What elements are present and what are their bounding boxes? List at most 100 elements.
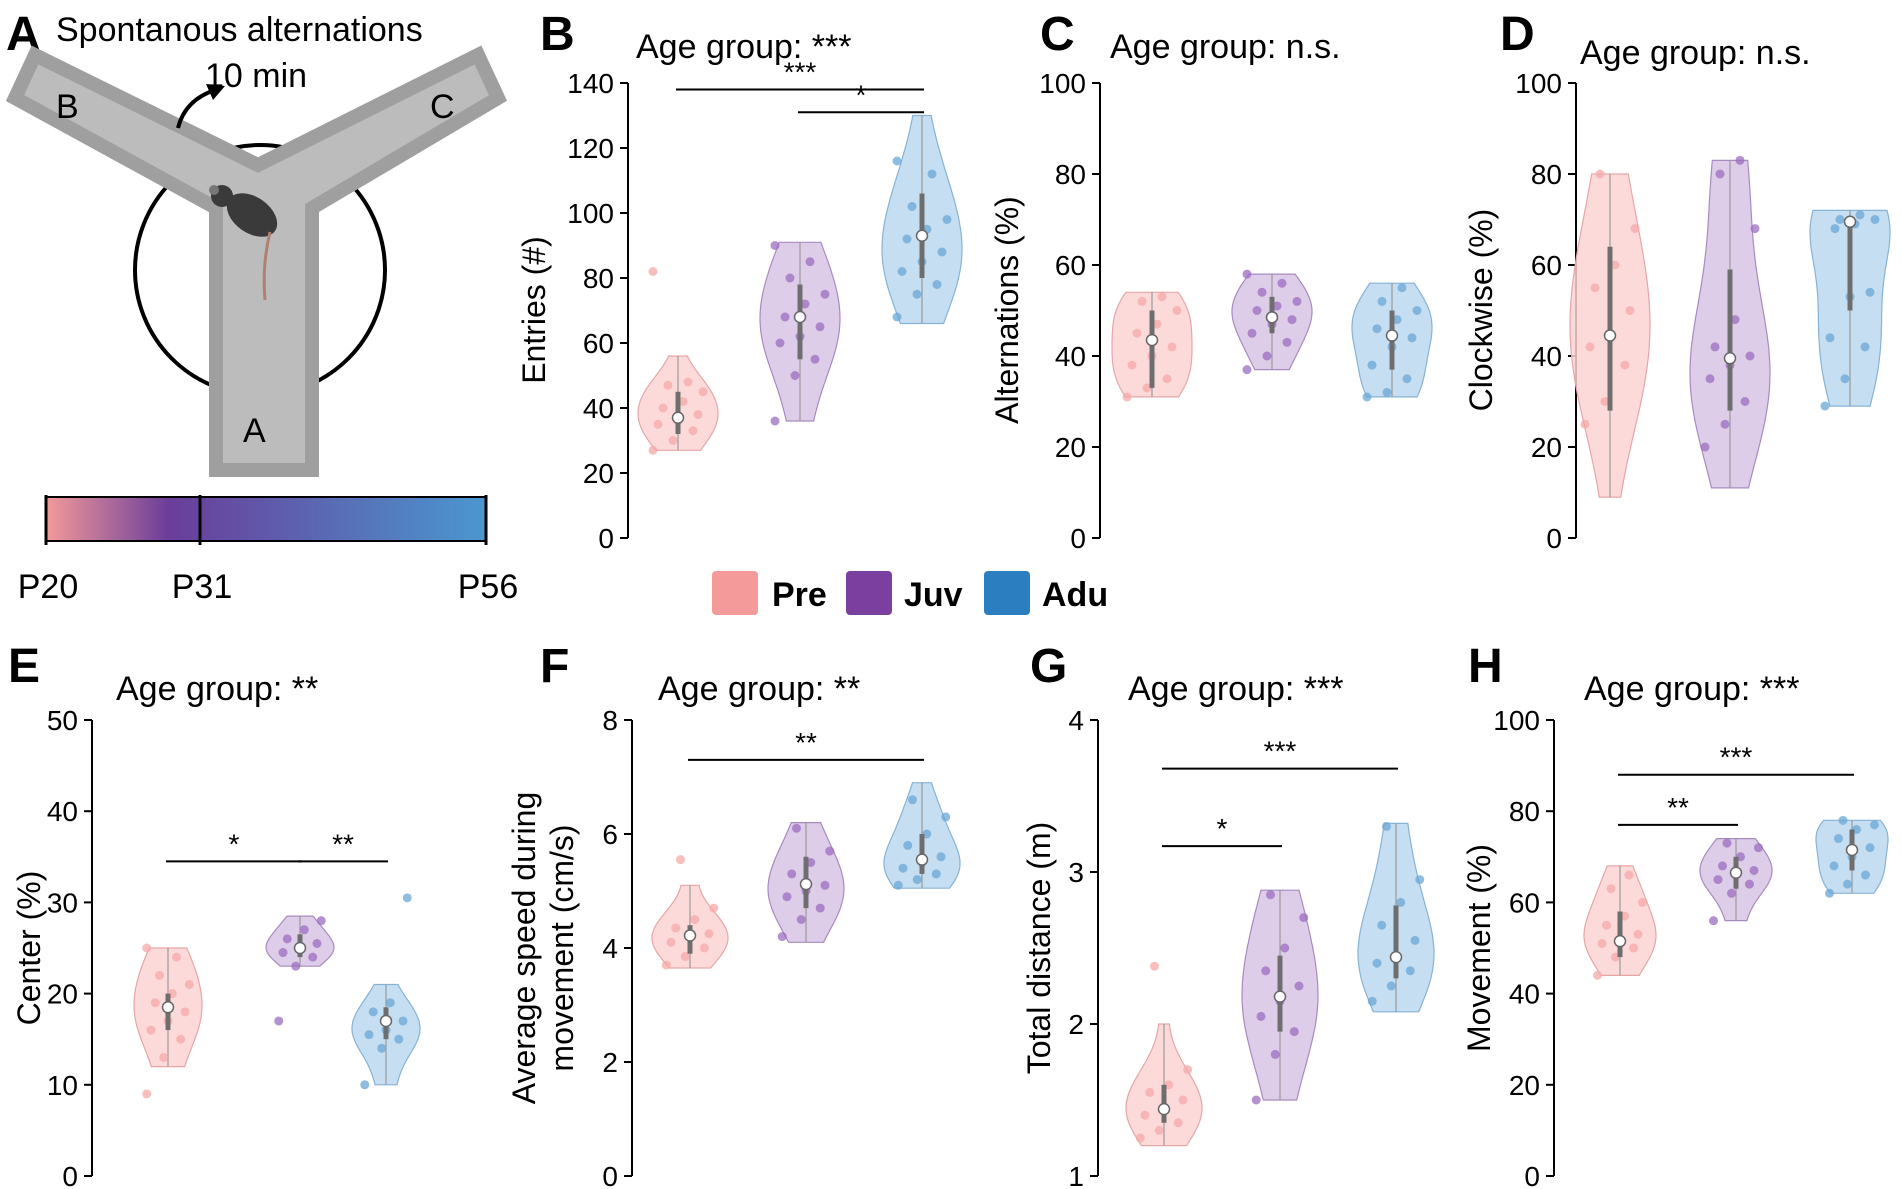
data-point bbox=[1750, 224, 1760, 234]
legend-label-adu: Adu bbox=[1042, 576, 1108, 614]
data-point bbox=[394, 1034, 404, 1044]
panel-c: C Age group: n.s. 0 20 40 60 80 100 Alternations… bbox=[989, 8, 1433, 554]
data-point bbox=[1162, 374, 1172, 384]
data-point bbox=[931, 869, 941, 879]
y-tick-label: 20 bbox=[1509, 1070, 1540, 1101]
data-point bbox=[892, 312, 902, 322]
violin-pre bbox=[651, 855, 729, 970]
data-point bbox=[1289, 1027, 1299, 1037]
data-point bbox=[1865, 843, 1875, 853]
data-point bbox=[1722, 838, 1732, 848]
y-axis-label: Movement (%) bbox=[1461, 844, 1497, 1052]
data-point bbox=[1870, 215, 1880, 224]
data-point bbox=[368, 1007, 378, 1017]
data-point bbox=[1749, 865, 1759, 875]
data-point bbox=[1287, 315, 1297, 325]
panel-title: Age group: *** bbox=[636, 28, 852, 66]
y-axis-label: Entries (#) bbox=[516, 236, 552, 384]
significance-label: *** bbox=[1720, 742, 1753, 773]
y-tick-label: 1 bbox=[1068, 1161, 1084, 1189]
violin-adu bbox=[881, 114, 963, 325]
y-tick-label: 0 bbox=[1546, 523, 1562, 554]
data-point bbox=[777, 932, 787, 942]
data-point bbox=[780, 312, 790, 322]
violin-pre bbox=[1125, 961, 1203, 1147]
violin-juv bbox=[265, 915, 335, 1026]
data-point bbox=[668, 436, 678, 445]
median-marker bbox=[799, 877, 813, 891]
y-tick-label: 0 bbox=[602, 1161, 618, 1189]
data-point bbox=[1820, 401, 1830, 411]
data-point bbox=[1242, 365, 1252, 375]
data-point bbox=[796, 915, 806, 924]
data-point bbox=[1152, 319, 1162, 329]
data-point bbox=[142, 943, 152, 953]
panel-title: Age group: n.s. bbox=[1580, 34, 1811, 72]
age-label-p31: P31 bbox=[172, 568, 233, 606]
data-point bbox=[1709, 916, 1718, 926]
significance-label: ** bbox=[1667, 792, 1689, 823]
data-point bbox=[805, 257, 815, 267]
data-point bbox=[1154, 1125, 1164, 1135]
data-point bbox=[912, 289, 922, 299]
data-point bbox=[907, 202, 917, 211]
median-marker bbox=[1843, 215, 1857, 229]
legend: Pre Juv Adu bbox=[712, 571, 1108, 615]
data-point bbox=[1585, 342, 1595, 352]
data-point bbox=[937, 247, 947, 257]
data-point bbox=[1597, 938, 1607, 948]
data-point bbox=[1825, 888, 1834, 898]
data-point bbox=[1157, 292, 1167, 302]
median-marker bbox=[915, 229, 929, 242]
data-point bbox=[1829, 861, 1839, 871]
data-point bbox=[680, 952, 690, 962]
panel-h: H Age group: *** 0 20 40 60 80 100 Movement (%) *… bbox=[1461, 640, 1889, 1189]
data-point bbox=[1730, 315, 1740, 325]
significance-label: * bbox=[856, 79, 867, 110]
data-point bbox=[942, 215, 952, 224]
median-marker bbox=[1273, 990, 1287, 1003]
data-point bbox=[1256, 1011, 1266, 1021]
significance-label: ** bbox=[332, 828, 354, 859]
maze-duration: 10 min bbox=[205, 57, 307, 95]
panel-f: F Age group: ** 0 2 4 6 8 Average speed duringm… bbox=[506, 640, 961, 1189]
data-point bbox=[1392, 315, 1402, 325]
violin-juv bbox=[1699, 838, 1773, 926]
data-point bbox=[709, 903, 719, 913]
y-tick-label: 40 bbox=[1531, 341, 1562, 372]
violin-adu bbox=[1351, 282, 1433, 402]
violin-adu bbox=[1815, 815, 1889, 898]
data-point bbox=[1593, 970, 1602, 980]
data-point bbox=[1367, 996, 1377, 1006]
data-point bbox=[698, 387, 708, 397]
panel-letter-d: D bbox=[1500, 8, 1535, 61]
data-point bbox=[1251, 1095, 1261, 1105]
data-point bbox=[1132, 328, 1142, 338]
data-point bbox=[770, 241, 780, 250]
y-tick-label: 50 bbox=[47, 705, 78, 736]
data-point bbox=[274, 1016, 284, 1026]
data-point bbox=[1625, 306, 1635, 315]
violin-pre bbox=[1111, 291, 1193, 402]
data-point bbox=[790, 371, 800, 380]
data-point bbox=[1865, 287, 1875, 297]
y-tick-label: 30 bbox=[47, 887, 78, 918]
y-tick-label: 140 bbox=[567, 68, 614, 99]
data-point bbox=[936, 852, 946, 862]
data-point bbox=[1610, 260, 1620, 270]
data-point bbox=[1754, 843, 1763, 853]
violin-panels: B Age group: ***020406080100120140Entries… bbox=[8, 8, 1891, 1189]
data-point bbox=[1705, 374, 1715, 384]
data-point bbox=[663, 380, 673, 390]
y-tick-label: 40 bbox=[1055, 341, 1086, 372]
data-point bbox=[1745, 879, 1754, 889]
data-point bbox=[1745, 351, 1755, 361]
y-maze bbox=[5, 45, 508, 477]
data-point bbox=[1624, 870, 1634, 880]
data-point bbox=[1855, 210, 1865, 220]
y-tick-label: 60 bbox=[1531, 250, 1562, 281]
median-marker bbox=[671, 411, 685, 424]
y-tick-label: 80 bbox=[1531, 159, 1562, 190]
data-point bbox=[800, 299, 810, 309]
